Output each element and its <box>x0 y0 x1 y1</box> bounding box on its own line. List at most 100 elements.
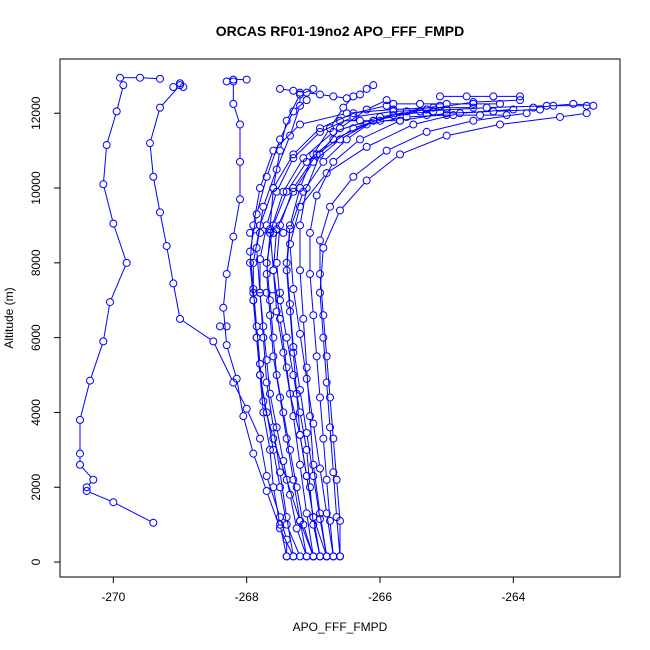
data-point <box>332 475 341 484</box>
data-point <box>246 228 254 237</box>
series-line-segment <box>423 107 484 112</box>
series-line-segment <box>269 303 274 335</box>
data-point <box>229 75 238 84</box>
data-point <box>326 516 334 525</box>
series-line-segment <box>287 97 299 118</box>
data-point <box>322 169 331 178</box>
series-line-segment <box>143 77 157 80</box>
data-point <box>316 288 324 297</box>
series-line-segment <box>314 130 329 152</box>
data-point <box>316 124 324 133</box>
data-point <box>356 116 364 125</box>
series-line-segment <box>329 524 334 553</box>
data-point <box>296 101 304 110</box>
series-line-segment <box>226 240 234 271</box>
series-line-segment <box>376 111 404 121</box>
series-line-segment <box>335 141 358 160</box>
series-line-segment <box>290 194 303 227</box>
y-tick-label: 12000 <box>29 96 43 130</box>
series-line-segment <box>329 430 334 469</box>
data-point <box>296 329 304 338</box>
data-point <box>436 92 444 101</box>
y-tick-label: 4000 <box>29 399 43 426</box>
data-point <box>242 404 251 413</box>
data-point <box>389 99 398 108</box>
data-point <box>322 475 331 484</box>
data-point <box>462 92 471 101</box>
data-point <box>82 483 91 492</box>
series-line-segment <box>396 109 444 112</box>
series-2 <box>219 77 298 561</box>
data-point <box>326 393 334 402</box>
y-axis-label: Altitude (m) <box>2 287 16 348</box>
series-line-segment <box>256 210 264 245</box>
series-line-segment <box>267 494 280 526</box>
series-line-segment <box>267 142 280 174</box>
data-point <box>276 513 284 522</box>
data-point <box>286 490 294 499</box>
series-line-segment <box>103 187 113 221</box>
data-point <box>309 84 318 93</box>
data-point <box>162 242 171 251</box>
data-point <box>282 116 291 125</box>
series-line-segment <box>81 467 92 478</box>
data-point <box>282 520 291 529</box>
series-line-segment <box>249 228 254 260</box>
series-line-segment <box>290 191 300 223</box>
series-line-segment <box>403 136 444 154</box>
plot-frame <box>59 58 621 578</box>
data-point <box>236 195 244 204</box>
series-line-segment <box>296 490 304 522</box>
series-line-segment <box>279 322 287 365</box>
series-line-segment <box>356 111 390 117</box>
series-line-segment <box>227 348 237 376</box>
x-tick-label: -264 <box>501 590 525 604</box>
series-line-segment <box>214 344 233 380</box>
data-point <box>422 127 431 136</box>
series-line-segment <box>293 419 301 462</box>
series-line-segment <box>289 247 294 286</box>
series-line-segment <box>299 468 307 511</box>
data-point <box>336 124 344 133</box>
data-point <box>329 135 338 144</box>
data-point <box>266 296 274 305</box>
data-point <box>296 430 304 439</box>
series-line-segment <box>362 121 398 139</box>
data-point <box>316 393 324 402</box>
data-point <box>252 322 261 331</box>
data-point <box>469 99 478 108</box>
series-23 <box>436 92 524 101</box>
data-point <box>316 236 324 245</box>
series-line-segment <box>303 527 313 554</box>
data-point <box>362 84 371 93</box>
series-line-segment <box>310 198 317 230</box>
series-line-segment <box>107 114 117 142</box>
series-line-segment <box>563 113 584 117</box>
data-point <box>269 266 278 275</box>
data-point <box>299 520 308 529</box>
data-point <box>269 352 278 361</box>
chart-title: ORCAS RF01-19no2 APO_FFF_FMPD <box>216 23 464 39</box>
data-point <box>256 255 264 264</box>
data-point <box>289 348 298 357</box>
series-line-segment <box>300 438 307 473</box>
series-line-segment <box>317 164 333 193</box>
data-point <box>276 288 284 297</box>
data-point <box>259 397 268 406</box>
series-line-segment <box>389 132 424 150</box>
data-point <box>319 311 328 320</box>
series-line-segment <box>266 415 274 447</box>
series-line-segment <box>173 286 180 316</box>
x-tick-label: -268 <box>235 590 259 604</box>
data-point <box>319 333 328 342</box>
data-point <box>409 120 418 129</box>
series-line-segment <box>290 397 300 432</box>
data-point <box>496 99 504 108</box>
series-line-segment <box>266 228 274 260</box>
series-line-segment <box>303 89 311 94</box>
data-point <box>232 374 241 383</box>
series-line-segment <box>286 266 291 301</box>
data-point <box>326 423 334 432</box>
data-point <box>289 86 298 95</box>
data-point <box>262 270 271 279</box>
